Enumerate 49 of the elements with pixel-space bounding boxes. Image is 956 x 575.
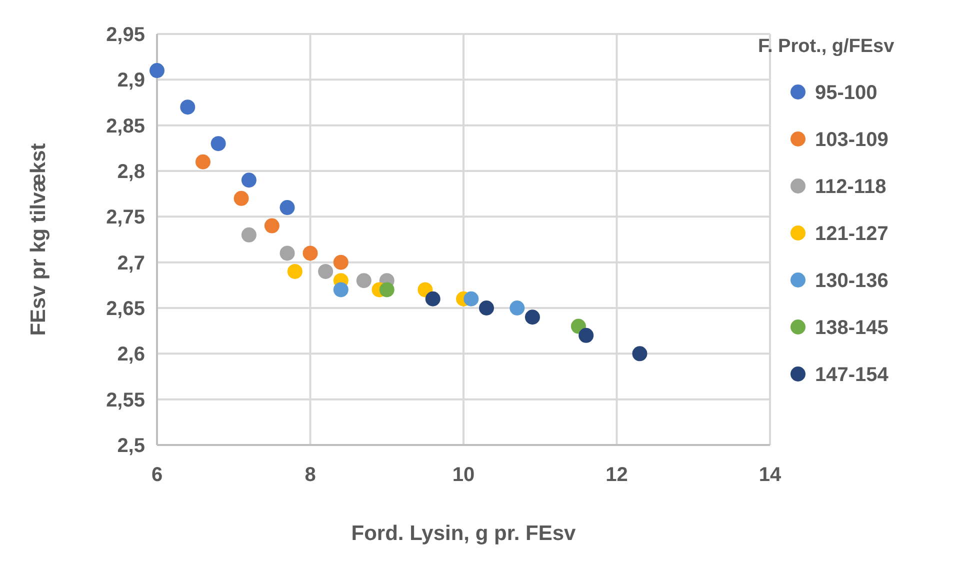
legend-label: 95-100 <box>815 82 878 104</box>
point <box>241 172 256 188</box>
legend-label: 147-154 <box>815 364 890 386</box>
legend-label: 138-145 <box>815 317 888 339</box>
legend-label: 130-136 <box>815 270 888 292</box>
x-tick-label: 12 <box>606 464 628 486</box>
x-tick-label: 14 <box>758 464 782 486</box>
point <box>280 200 295 216</box>
point <box>210 136 226 152</box>
y-tick-label: 2,5 <box>117 435 145 457</box>
point <box>180 100 196 115</box>
point <box>379 282 394 298</box>
legend-label: 112-118 <box>815 176 886 198</box>
point <box>524 310 540 325</box>
x-tick-label: 10 <box>452 464 475 486</box>
point <box>478 300 494 316</box>
x-tick-label: 6 <box>151 464 163 486</box>
y-tick-label: 2,8 <box>117 161 145 183</box>
x-tick-label: 8 <box>304 464 316 486</box>
y-tick-label: 2,55 <box>106 389 145 412</box>
y-tick-label: 2,6 <box>117 344 145 366</box>
point <box>150 63 164 78</box>
y-tick-label: 2,95 <box>106 24 145 46</box>
y-axis-title: FEsv pr kg tilvækst <box>27 143 50 336</box>
x-axis-title: Ford. Lysin, g pr. FEsv <box>351 522 576 545</box>
point <box>287 264 302 279</box>
point <box>302 246 318 261</box>
point <box>234 190 249 206</box>
point <box>333 282 348 298</box>
point <box>632 346 648 362</box>
point <box>280 246 295 261</box>
y-tick-label: 2,9 <box>117 70 145 92</box>
point <box>578 328 594 343</box>
point <box>318 264 334 279</box>
y-tick-label: 2,7 <box>117 252 145 274</box>
legend-title: F. Prot., g/FEsv <box>758 36 895 57</box>
point <box>195 154 210 170</box>
point <box>356 273 372 288</box>
y-tick-label: 2,75 <box>106 206 145 229</box>
point <box>510 300 525 316</box>
point <box>333 254 348 270</box>
point <box>241 227 256 242</box>
point <box>464 291 479 306</box>
y-tick-label: 2,85 <box>106 115 145 138</box>
legend-label: 121-127 <box>815 223 888 245</box>
legend-label: 103-109 <box>815 129 888 151</box>
point <box>425 291 440 306</box>
y-tick-label: 2,65 <box>106 298 145 320</box>
point <box>264 218 280 234</box>
